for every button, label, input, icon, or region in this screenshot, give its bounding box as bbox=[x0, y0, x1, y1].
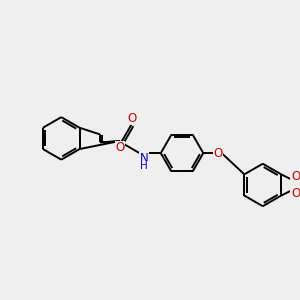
Text: O: O bbox=[213, 147, 222, 160]
Text: N: N bbox=[140, 152, 149, 165]
Text: O: O bbox=[291, 170, 300, 183]
Text: O: O bbox=[291, 187, 300, 200]
Text: H: H bbox=[140, 161, 148, 171]
Text: O: O bbox=[116, 141, 125, 154]
Text: O: O bbox=[127, 112, 136, 125]
